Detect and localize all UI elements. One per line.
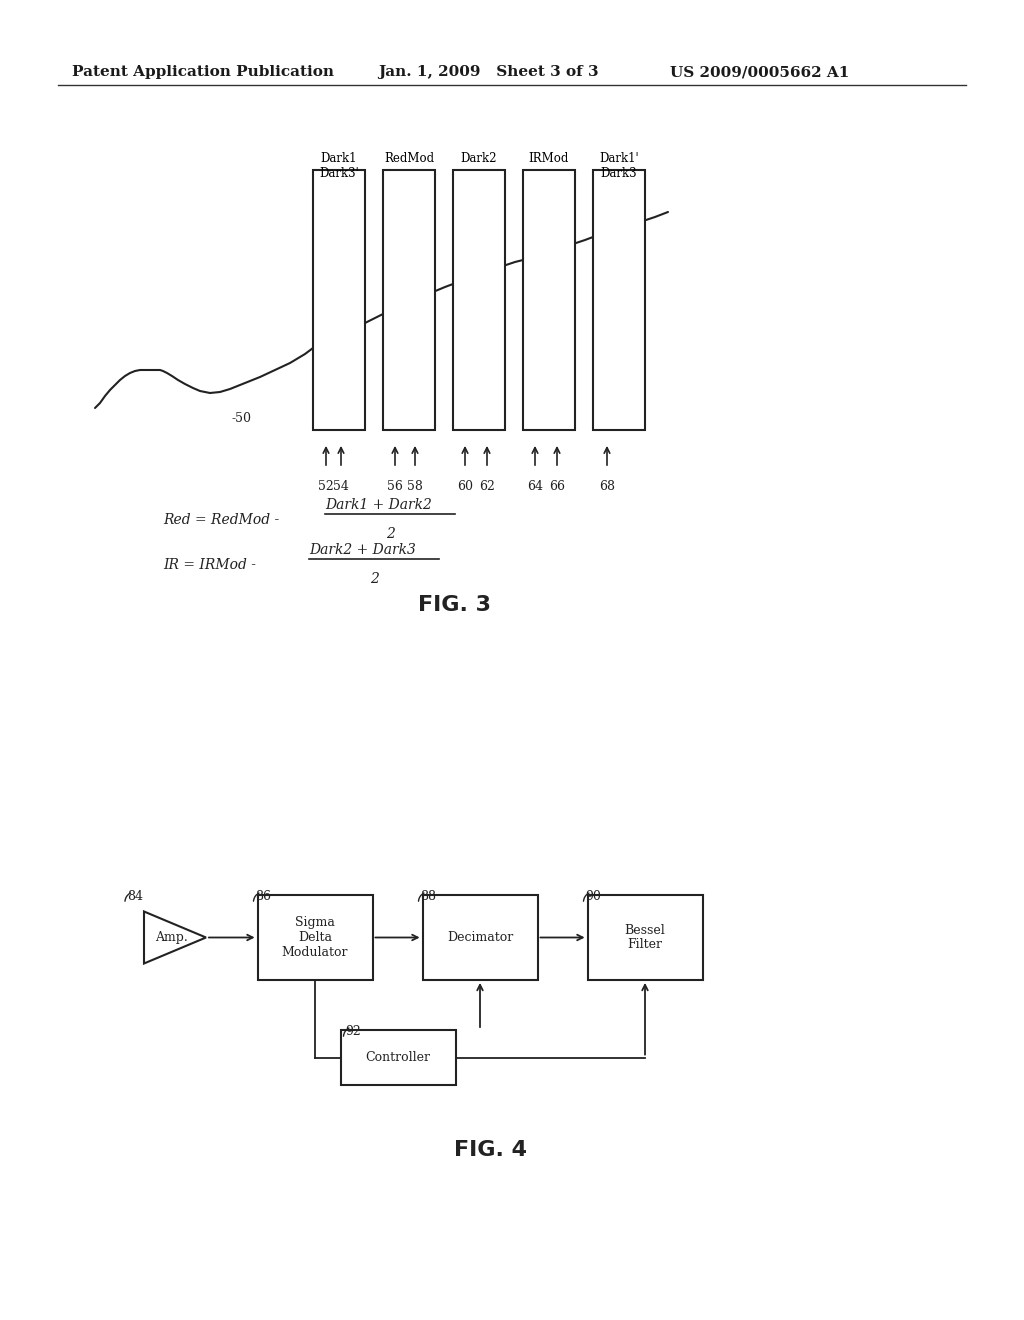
Text: Amp.: Amp.	[155, 931, 187, 944]
Text: 68: 68	[599, 480, 615, 492]
Text: Dark3': Dark3'	[319, 168, 358, 180]
Text: 66: 66	[549, 480, 565, 492]
Text: 56: 56	[387, 480, 402, 492]
Text: -50: -50	[232, 412, 252, 425]
Text: 90: 90	[586, 890, 601, 903]
Bar	[383, 170, 435, 430]
Text: Decimator: Decimator	[446, 931, 513, 944]
Text: Controller: Controller	[366, 1051, 430, 1064]
Bar	[593, 170, 645, 430]
Polygon shape	[144, 912, 206, 964]
Bar	[313, 170, 365, 430]
Text: 64: 64	[527, 480, 543, 492]
Text: Dark1: Dark1	[321, 152, 357, 165]
Text: Dark1': Dark1'	[599, 152, 639, 165]
Text: Sigma
Delta
Modulator: Sigma Delta Modulator	[282, 916, 348, 960]
Text: 2: 2	[370, 572, 379, 586]
Text: 58: 58	[408, 480, 423, 492]
Text: Dark2: Dark2	[461, 152, 498, 165]
Text: Red = RedMod -: Red = RedMod -	[163, 513, 280, 527]
Text: Dark2 + Dark3: Dark2 + Dark3	[309, 543, 416, 557]
Bar	[453, 170, 505, 430]
Text: RedMod: RedMod	[384, 152, 434, 165]
Text: FIG. 3: FIG. 3	[419, 595, 492, 615]
Text: 60: 60	[457, 480, 473, 492]
Text: IR = IRMod -: IR = IRMod -	[163, 558, 256, 572]
Bar	[523, 170, 575, 430]
Text: IRMod: IRMod	[528, 152, 569, 165]
Bar	[588, 895, 702, 979]
Bar	[257, 895, 373, 979]
Text: 54: 54	[333, 480, 349, 492]
Text: 62: 62	[479, 480, 495, 492]
Bar	[341, 1030, 456, 1085]
Text: FIG. 4: FIG. 4	[454, 1140, 526, 1160]
Text: Bessel
Filter: Bessel Filter	[625, 924, 666, 952]
Text: 52: 52	[318, 480, 334, 492]
Text: Jan. 1, 2009   Sheet 3 of 3: Jan. 1, 2009 Sheet 3 of 3	[378, 65, 599, 79]
Text: 86: 86	[256, 890, 271, 903]
Bar	[423, 895, 538, 979]
Text: 2: 2	[386, 527, 394, 541]
Text: US 2009/0005662 A1: US 2009/0005662 A1	[670, 65, 849, 79]
Text: 88: 88	[421, 890, 436, 903]
Text: Dark3: Dark3	[601, 168, 637, 180]
Text: 92: 92	[345, 1026, 361, 1038]
Text: 84: 84	[127, 890, 143, 903]
Text: Dark1 + Dark2: Dark1 + Dark2	[325, 498, 432, 512]
Text: Patent Application Publication: Patent Application Publication	[72, 65, 334, 79]
